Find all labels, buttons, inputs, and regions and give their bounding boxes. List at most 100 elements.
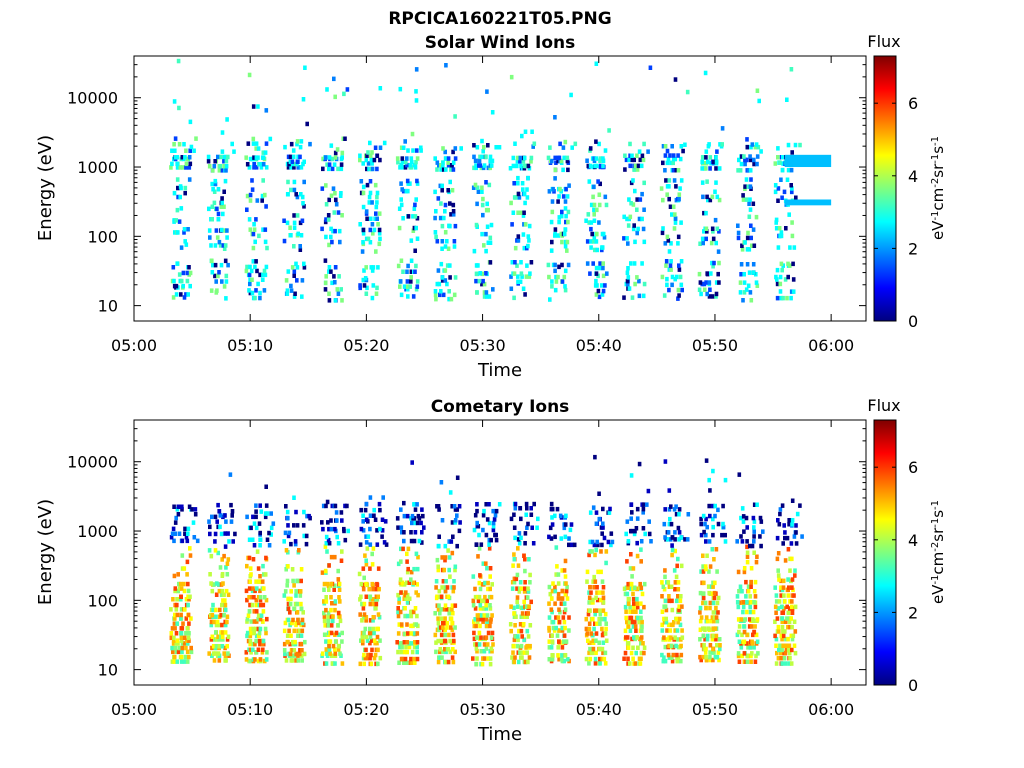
spectrogram-cell	[291, 617, 295, 623]
spectrogram-cell	[491, 642, 495, 647]
spectrogram-cell	[252, 227, 257, 232]
spectrogram-cell	[640, 191, 644, 197]
spectrogram-cell	[587, 650, 591, 656]
spectrogram-cell	[789, 167, 794, 173]
spectrogram-cell	[775, 281, 780, 287]
spectrogram-cell	[531, 144, 535, 149]
spectrogram-cell	[171, 649, 175, 655]
spectrogram-cell	[601, 163, 605, 169]
spectrogram-cell	[304, 533, 309, 539]
spectrogram-cell	[214, 592, 219, 597]
spectrogram-cell	[628, 628, 633, 633]
spectrogram-cell	[435, 239, 440, 244]
spectrogram-cell	[748, 207, 753, 212]
spectrogram-cell	[175, 207, 180, 213]
spectrogram-cell	[773, 604, 778, 610]
spectrogram-cell	[489, 163, 494, 168]
spectrogram-cell	[292, 606, 296, 612]
spectrogram-cell	[359, 179, 364, 184]
spectrogram-cell	[662, 587, 667, 592]
spectrogram-cell	[783, 558, 788, 563]
spectrogram-cell	[450, 188, 455, 193]
spectrogram-cell	[699, 532, 704, 538]
spectrogram-cell	[361, 227, 366, 233]
spectrogram-cell	[455, 475, 460, 480]
spectrogram-cell	[413, 214, 418, 219]
spectrogram-cell	[528, 271, 532, 276]
spectrogram-cell	[410, 160, 414, 165]
spectrogram-cell	[399, 292, 404, 298]
spectrogram-cell	[597, 192, 602, 197]
spectrogram-cell	[628, 566, 633, 571]
spectrogram-cell	[185, 559, 190, 565]
spectrogram-cell	[269, 511, 273, 516]
spectrogram-cell	[447, 289, 451, 294]
spectrogram-cell	[640, 261, 644, 266]
spectrogram-cell	[563, 244, 568, 249]
spectrogram-cell	[375, 597, 380, 602]
spectrogram-cell	[474, 163, 478, 168]
spectrogram-cell	[716, 271, 720, 277]
spectrogram-cell	[359, 507, 363, 513]
spectrogram-cell	[227, 539, 231, 544]
spectrogram-cell	[224, 168, 228, 173]
spectrogram-cell	[361, 655, 366, 661]
spectrogram-cell	[368, 626, 372, 632]
spectrogram-cell	[522, 191, 527, 197]
spectrogram-cell	[512, 605, 516, 611]
spectrogram-cell	[599, 597, 603, 603]
spectrogram-cell	[289, 633, 293, 638]
spectrogram-cell	[245, 193, 250, 199]
spectrogram-cell	[715, 654, 720, 660]
spectrogram-cell	[255, 268, 259, 274]
spectrogram-cell	[486, 580, 490, 586]
spectrogram-cell	[173, 136, 178, 141]
spectrogram-cell	[370, 200, 374, 205]
spectrogram-cell	[177, 531, 182, 536]
spectrogram-cell	[248, 277, 252, 282]
spectrogram-cell	[447, 611, 451, 616]
spectrogram-cell	[451, 212, 456, 217]
spectrogram-cell	[179, 616, 183, 621]
spectrogram-cell	[670, 658, 675, 664]
spectrogram-cell	[519, 614, 524, 619]
spectrogram-cell	[405, 569, 410, 575]
spectrogram-cell	[639, 650, 644, 656]
spectrogram-cell	[639, 163, 644, 169]
spectrogram-cell	[271, 521, 276, 526]
spectrogram-cell	[443, 278, 448, 283]
spectrogram-cell	[642, 141, 646, 147]
spectrogram-cell	[527, 557, 531, 562]
spectrogram-cell	[560, 262, 564, 268]
spectrogram-cell	[296, 658, 301, 663]
spectrogram-cell	[787, 585, 791, 590]
spectrogram-cell	[258, 162, 262, 167]
spectrogram-cell	[641, 526, 646, 531]
spectrogram-cell	[626, 266, 630, 271]
spectrogram-cell	[661, 226, 665, 231]
spectrogram-cell	[517, 589, 522, 594]
spectrogram-cell	[439, 638, 443, 644]
spectrogram-cell	[774, 226, 779, 231]
spectrogram-cell	[478, 623, 482, 629]
spectrogram-cell	[556, 233, 561, 238]
spectrogram-cell	[526, 586, 530, 591]
spectrogram-cell	[753, 604, 758, 610]
spectrogram-cell	[712, 557, 716, 562]
spectrogram-cell	[405, 600, 410, 605]
spectrogram-cell	[320, 520, 324, 525]
spectrogram-cell	[231, 539, 235, 544]
spectrogram-cell	[559, 596, 564, 601]
spectrogram-cell	[476, 524, 481, 529]
spectrogram-cell	[511, 563, 515, 568]
spectrogram-cell	[439, 632, 444, 638]
spectrogram-cell	[752, 550, 756, 555]
spectrogram-cell	[219, 204, 224, 209]
spectrogram-cell	[174, 649, 179, 655]
spectrogram-cell	[584, 616, 589, 622]
spectrogram-cell	[562, 274, 567, 280]
spectrogram-cell	[676, 287, 681, 293]
spectrogram-cell	[600, 626, 604, 632]
spectrogram-cell	[720, 142, 724, 147]
spectrogram-cell	[182, 227, 187, 232]
